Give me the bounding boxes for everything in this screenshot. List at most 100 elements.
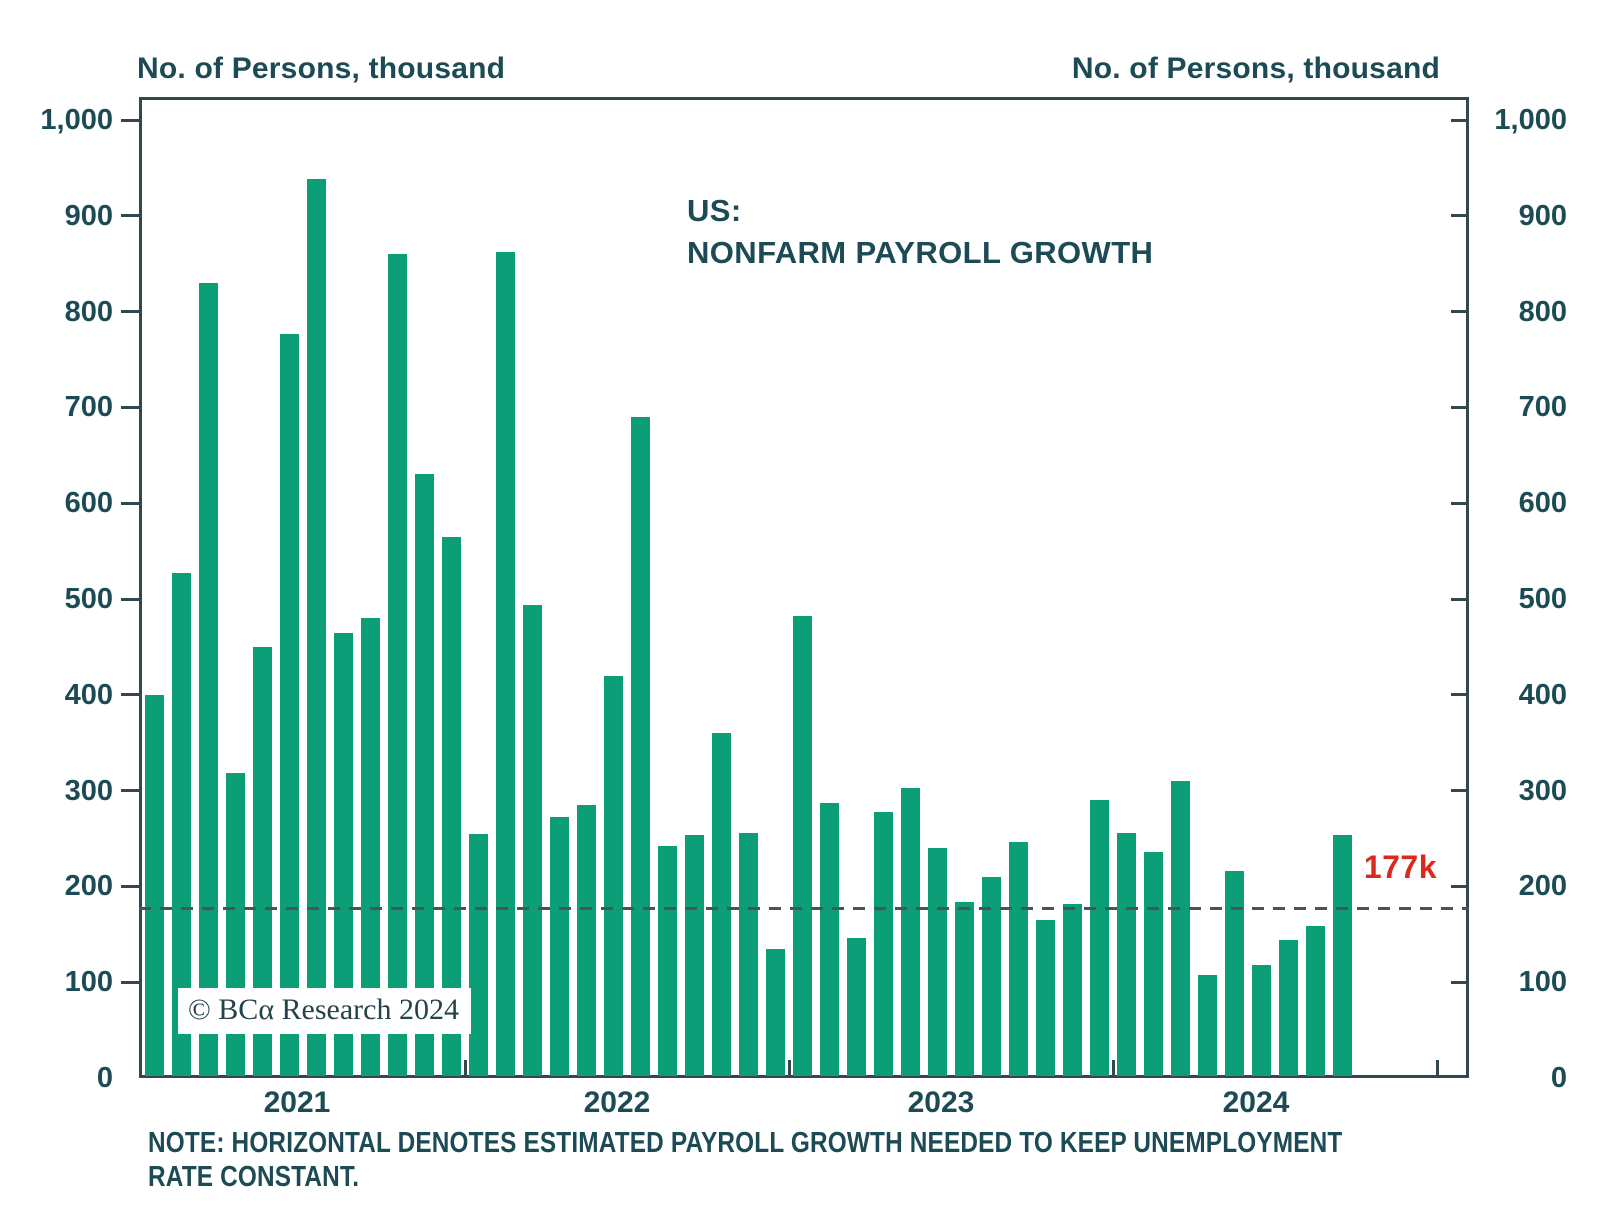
x-axis-label-2023: 2023 (907, 1086, 975, 1119)
y-axis-tick-right (1451, 214, 1469, 218)
y-axis-label-left: 700 (64, 391, 113, 424)
bar-2024-m6 (1252, 965, 1271, 1076)
x-axis-year-tick (1111, 1060, 1115, 1078)
y-axis-tick-left (121, 405, 139, 409)
y-axis-tick-left (121, 597, 139, 601)
y-axis-label-left: 400 (64, 678, 113, 711)
bar-2021-m11 (415, 474, 434, 1076)
y-axis-tick-left (121, 693, 139, 697)
bar-2022-m5 (577, 805, 596, 1076)
x-axis-year-tick (1435, 1060, 1439, 1078)
x-axis-year-tick (463, 1060, 467, 1078)
y-axis-label-right: 0 (1550, 1062, 1567, 1094)
y-axis-label-left: 900 (64, 199, 113, 232)
bar-2021-m2 (172, 573, 191, 1076)
y-axis-tick-right (1451, 310, 1469, 314)
y-axis-tick-right (1451, 501, 1469, 505)
footnote-line1: NOTE: HORIZONTAL DENOTES ESTIMATED PAYRO… (148, 1127, 1343, 1159)
bar-2023-m8 (982, 877, 1001, 1076)
bar-2024-m4 (1198, 975, 1217, 1076)
y-axis-tick-right (1451, 597, 1469, 601)
bar-2023-m2 (820, 803, 839, 1076)
reference-dashed-line (139, 906, 1469, 910)
y-axis-tick-left (121, 118, 139, 122)
y-axis-label-right: 100 (1518, 966, 1567, 999)
bar-2023-m11 (1063, 904, 1082, 1076)
y-axis-tick-left (121, 310, 139, 314)
y-axis-tick-right (1451, 980, 1469, 984)
bar-2023-m9 (1009, 842, 1028, 1076)
y-axis-label-right: 1,000 (1494, 104, 1567, 136)
chart-title-line2: NONFARM PAYROLL GROWTH (687, 235, 1154, 270)
y-axis-label-left: 0 (96, 1062, 113, 1094)
y-axis-label-left: 200 (64, 870, 113, 903)
bar-2021-m9 (361, 618, 380, 1076)
reference-line-label: 177k (1363, 849, 1437, 885)
bar-2023-m3 (847, 938, 866, 1076)
bar-2023-m10 (1036, 920, 1055, 1076)
watermark: © BCα Research 2024 (178, 988, 471, 1034)
bar-2022-m2 (496, 252, 515, 1076)
bar-2021-m1 (145, 695, 164, 1076)
bar-2022-m7 (631, 417, 650, 1076)
bar-2021-m7 (307, 179, 326, 1076)
chart-title-line1: US: (687, 193, 742, 228)
bar-2022-m3 (523, 605, 542, 1076)
y-axis-tick-left (121, 980, 139, 984)
bar-2022-m4 (550, 817, 569, 1076)
y-axis-label-right: 300 (1518, 774, 1567, 807)
bar-2022-m8 (658, 846, 677, 1076)
left-axis-title: No. of Persons, thousand (137, 52, 506, 85)
y-axis-label-left: 1,000 (40, 104, 113, 136)
y-axis-label-left: 100 (64, 966, 113, 999)
bar-2024-m7 (1279, 940, 1298, 1076)
bar-2024-m9 (1333, 835, 1352, 1076)
bar-2021-m10 (388, 254, 407, 1076)
y-axis-tick-left (121, 789, 139, 793)
bar-2024-m8 (1306, 926, 1325, 1076)
y-axis-label-right: 700 (1518, 391, 1567, 424)
bar-2023-m6 (928, 848, 947, 1076)
y-axis-label-right: 900 (1518, 199, 1567, 232)
chart-title: US: NONFARM PAYROLL GROWTH (687, 190, 1153, 274)
right-axis-title: No. of Persons, thousand (1071, 52, 1440, 85)
y-axis-tick-right (1451, 789, 1469, 793)
bar-2021-m5 (253, 647, 272, 1076)
bar-2022-m12 (766, 949, 785, 1076)
bar-2023-m4 (874, 812, 893, 1076)
footnote: NOTE: HORIZONTAL DENOTES ESTIMATED PAYRO… (148, 1126, 1342, 1194)
bar-2023-m7 (955, 902, 974, 1076)
y-axis-tick-left (121, 214, 139, 218)
bar-2023-m12 (1090, 800, 1109, 1076)
bar-2023-m5 (901, 788, 920, 1076)
y-axis-label-left: 600 (64, 487, 113, 520)
bar-2022-m11 (739, 833, 758, 1076)
y-axis-label-right: 800 (1518, 295, 1567, 328)
y-axis-label-left: 300 (64, 774, 113, 807)
bar-2024-m2 (1144, 852, 1163, 1076)
y-axis-tick-right (1451, 884, 1469, 888)
y-axis-tick-right (1451, 405, 1469, 409)
bar-2021-m8 (334, 633, 353, 1076)
y-axis-label-left: 800 (64, 295, 113, 328)
bar-2024-m3 (1171, 781, 1190, 1076)
bar-2021-m12 (442, 537, 461, 1076)
y-axis-tick-left (121, 501, 139, 505)
bar-2022-m10 (712, 733, 731, 1076)
bar-2021-m6 (280, 334, 299, 1076)
x-axis-year-tick (787, 1060, 791, 1078)
bar-2023-m1 (793, 616, 812, 1076)
y-axis-tick-left (121, 884, 139, 888)
y-axis-label-right: 400 (1518, 678, 1567, 711)
y-axis-tick-right (1451, 693, 1469, 697)
y-axis-label-right: 500 (1518, 583, 1567, 615)
footnote-line2: RATE CONSTANT. (148, 1161, 360, 1193)
bar-2024-m1 (1117, 833, 1136, 1076)
bar-2022-m1 (469, 834, 488, 1076)
x-axis-label-2024: 2024 (1222, 1086, 1290, 1119)
y-axis-tick-right (1451, 118, 1469, 122)
y-axis-label-right: 600 (1518, 487, 1567, 520)
bar-2022-m9 (685, 835, 704, 1076)
bar-2022-m6 (604, 676, 623, 1076)
